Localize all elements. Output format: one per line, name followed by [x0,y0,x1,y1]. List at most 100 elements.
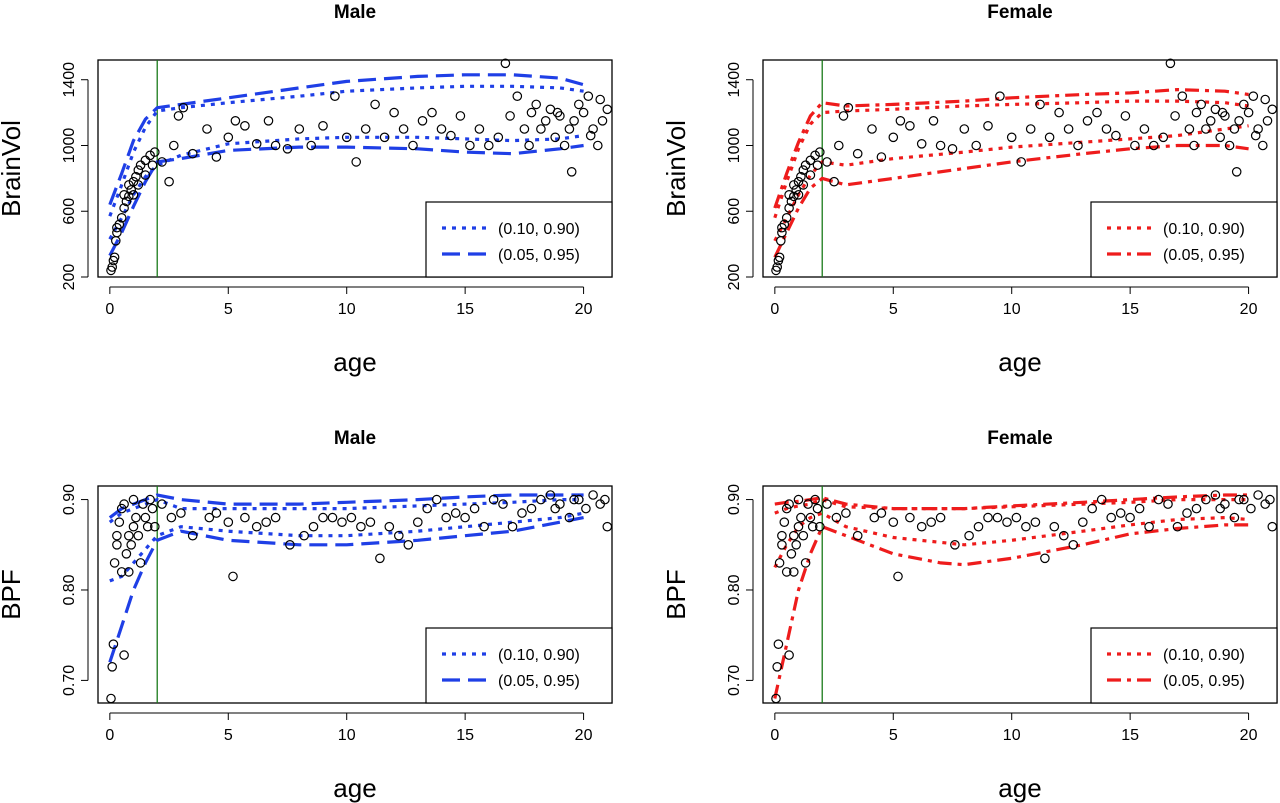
data-point [935,512,946,523]
data-point [294,124,305,134]
data-point [777,539,787,550]
data-point [1035,99,1045,110]
data-point [774,252,785,263]
data-point [417,116,428,126]
data-point [829,176,839,187]
data-point [379,132,390,143]
data-point [119,499,129,509]
x-tick-label: 0 [105,727,114,744]
data-point [223,517,234,527]
quantile-curve-1-upper [108,84,584,217]
data-point [270,512,281,523]
quantile-curve-1-upper [774,497,1249,515]
data-point [133,165,144,175]
data-point [140,170,151,180]
x-axis-label: age [998,773,1041,803]
data-point [573,494,584,505]
data-point [788,530,799,541]
data-point [1231,167,1242,177]
data-point [1210,490,1221,500]
data-point [1163,499,1173,509]
data-point [211,152,222,162]
data-point [187,148,198,159]
x-axis-label: age [333,773,376,803]
data-point [121,196,132,207]
data-point [1215,503,1225,514]
legend-box [425,201,613,278]
data-point [455,111,466,121]
data-point [1239,494,1249,505]
y-axis-label: BrainVol [0,120,26,217]
data-point [479,521,489,532]
data-point [1011,512,1022,523]
data-point [318,121,328,131]
y-tick-label: 1000 [61,128,78,164]
data-point [581,503,591,514]
data-point [450,508,461,518]
x-axis-label: age [998,347,1041,377]
data-point [119,203,129,213]
data-point [788,567,799,577]
quantile-curve-2-lower [108,516,584,663]
data-point [810,150,820,161]
data-point [812,160,823,170]
data-point [1250,130,1261,141]
y-tick-label: 0.90 [61,484,78,515]
data-point [798,180,809,190]
data-point [771,693,781,704]
quantile-curve-2-lower [108,143,584,257]
data-point [800,558,811,568]
data-point [112,539,122,550]
data-point [788,191,799,202]
data-point [1246,503,1256,514]
y-axis-label: BrainVol [661,120,691,217]
data-point [337,517,347,527]
data-point [427,107,437,118]
data-point [128,521,139,532]
chart-title: Female [987,2,1052,23]
data-point [1229,512,1240,523]
data-point [893,571,903,582]
data-point [517,508,527,518]
data-point [973,521,984,532]
y-tick-label: 0.80 [61,574,78,605]
data-point [145,150,155,161]
data-point [128,176,139,187]
data-point [1253,124,1263,134]
data-point [773,639,784,649]
data-point [138,499,148,509]
y-tick-label: 200 [726,264,743,291]
data-point [838,111,849,121]
data-point [869,512,880,523]
data-point [814,521,825,532]
legend-label-2: (0.05, 0.95) [1163,673,1245,690]
data-point [831,512,842,523]
data-point [540,116,551,126]
data-point [263,116,274,126]
data-point [564,124,575,134]
data-point [398,124,409,134]
data-point [935,140,946,151]
data-point [384,521,395,532]
data-point [1215,132,1225,143]
data-point [389,107,399,118]
data-point [798,530,809,541]
legend-box [425,627,613,704]
data-point [983,512,993,523]
data-point [370,99,380,110]
data-point [1260,94,1270,105]
data-point [493,132,504,143]
data-point [1234,116,1244,126]
data-point [114,219,125,230]
data-point [116,503,127,514]
legend-box [1090,627,1278,704]
data-point [119,650,129,660]
data-point [1191,503,1202,514]
data-point [441,512,451,523]
data-point [116,213,127,223]
chart-panel-4: Female 0 5 10 15 20 age 0.70 0.80 0.90 BPF (0.10, 0… [661,428,1278,803]
data-point [793,176,804,187]
x-tick-label: 20 [1240,301,1258,318]
data-point [505,111,515,121]
data-point [465,140,475,151]
